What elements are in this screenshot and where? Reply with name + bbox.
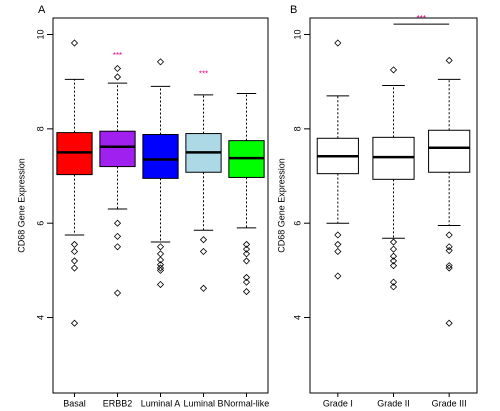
outlier (242, 245, 251, 253)
outlier (113, 64, 122, 73)
y-axis-label: CD68 Gene Expression (16, 158, 26, 253)
outlier (389, 278, 398, 286)
outlier (445, 231, 453, 239)
outlier (445, 246, 453, 255)
y-tick-label: 8 (292, 126, 302, 131)
x-tick-label: Luminal B (183, 398, 223, 408)
outlier (70, 247, 79, 256)
x-tick-label: Grade II (377, 398, 410, 408)
outlier (199, 247, 208, 256)
outlier (334, 231, 342, 239)
outlier (242, 273, 251, 281)
x-tick-label: Grade III (432, 398, 467, 408)
outlier (70, 240, 79, 248)
outlier (334, 240, 342, 248)
outlier (334, 39, 342, 47)
outlier (156, 266, 165, 274)
y-tick-label: 8 (35, 126, 45, 131)
y-tick-label: 4 (292, 315, 302, 320)
y-tick-label: 10 (292, 30, 302, 40)
outlier (242, 288, 251, 296)
outlier (242, 240, 251, 248)
x-tick-label: Grade I (323, 398, 353, 408)
plot-frame (309, 17, 478, 394)
x-tick-label: Luminal A (141, 398, 181, 408)
outlier (445, 243, 453, 251)
outlier (70, 39, 79, 47)
x-tick-label: Normal-like (224, 398, 270, 408)
outlier (389, 245, 398, 253)
outlier (389, 66, 398, 74)
outlier (113, 243, 122, 251)
outlier (156, 250, 165, 258)
panel-label: A (38, 4, 46, 16)
outlier (156, 58, 165, 66)
y-axis-label: CD68 Gene Expression (276, 158, 286, 253)
outlier (156, 243, 165, 251)
outlier (156, 280, 165, 289)
outlier (242, 250, 251, 258)
outlier (199, 284, 208, 292)
outlier (242, 278, 251, 286)
outlier (445, 262, 453, 270)
outlier (199, 236, 208, 244)
y-tick-label: 6 (292, 221, 302, 226)
outlier (156, 256, 165, 264)
outlier (334, 247, 342, 256)
box (428, 129, 471, 173)
significance: *** (113, 51, 122, 60)
outlier (113, 232, 122, 240)
outlier (445, 264, 453, 272)
outlier (389, 238, 398, 246)
outlier (242, 257, 251, 265)
outlier (113, 73, 122, 81)
x-tick-label: Basal (63, 398, 86, 408)
y-tick-label: 6 (35, 221, 45, 226)
outlier (156, 264, 165, 272)
significance: *** (199, 70, 208, 79)
outlier (70, 257, 79, 265)
outlier (389, 283, 398, 291)
outlier (113, 219, 122, 227)
outlier (113, 289, 122, 297)
outlier (334, 272, 342, 280)
box (142, 134, 179, 179)
y-tick-label: 4 (35, 315, 45, 320)
plot-frame (52, 17, 269, 394)
outlier (70, 264, 79, 272)
outlier (445, 319, 453, 327)
outlier (389, 252, 398, 260)
box (99, 130, 136, 168)
outlier (70, 319, 79, 327)
x-tick-label: ERBB2 (103, 398, 133, 408)
outlier (389, 257, 398, 265)
y-tick-label: 10 (35, 30, 45, 40)
outlier (445, 56, 453, 65)
outlier (389, 262, 398, 270)
panel-label: B (290, 4, 297, 16)
significance: *** (417, 14, 426, 23)
